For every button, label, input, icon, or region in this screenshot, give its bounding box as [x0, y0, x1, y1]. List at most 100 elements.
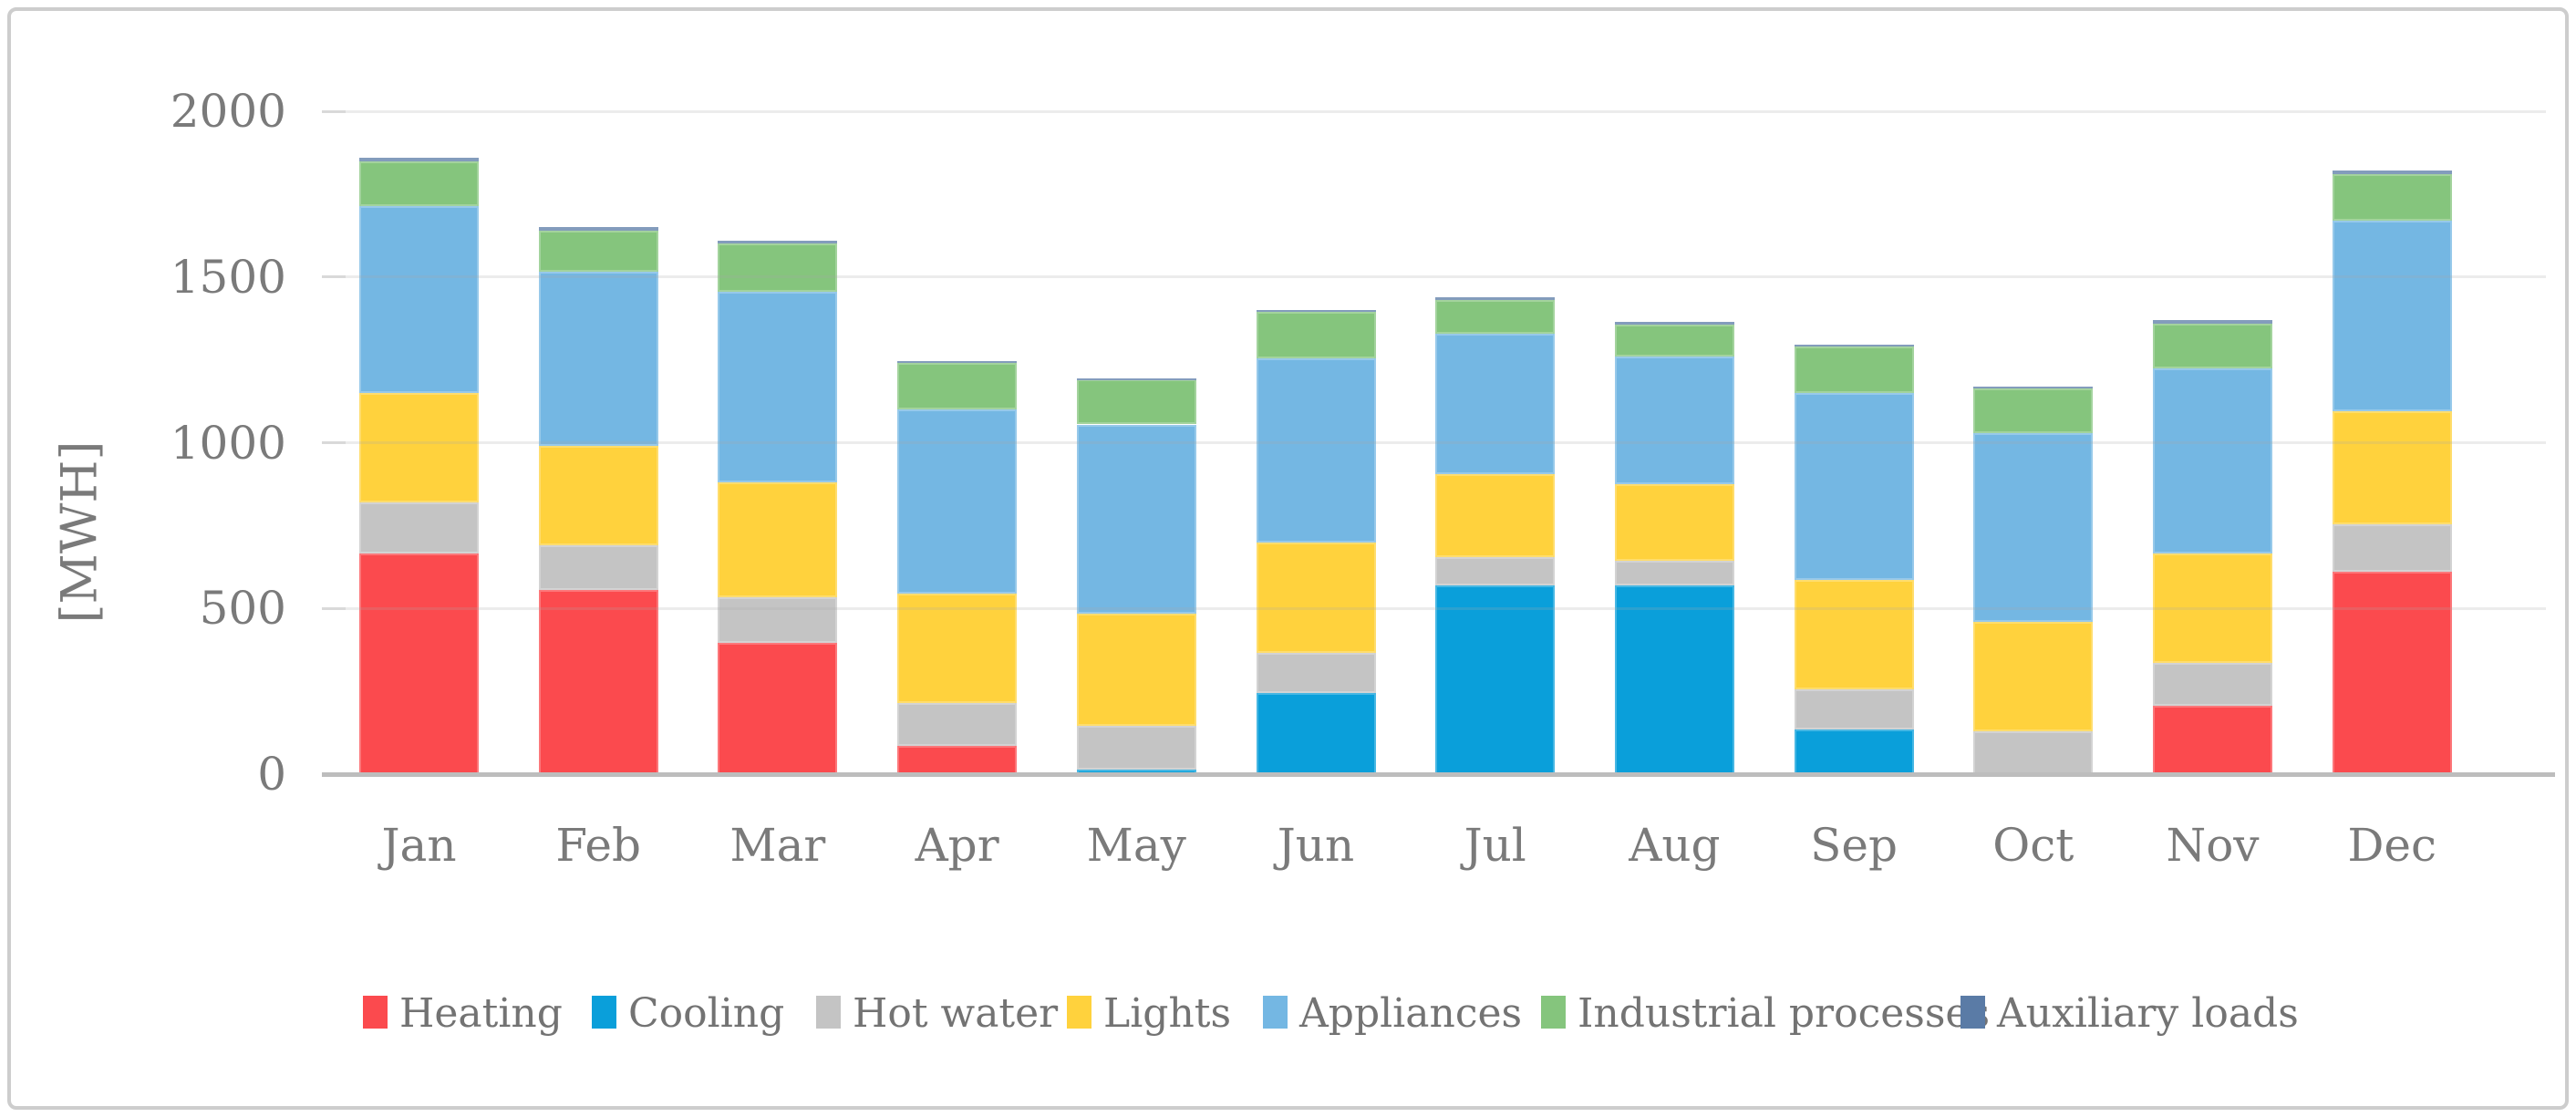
x-tick-label-oct: Oct — [1992, 819, 2074, 872]
bar-segment-aug-lights — [1614, 483, 1734, 561]
bar-segment-jun-hot-water — [1256, 653, 1376, 693]
bar-segment-apr-industrial-processes — [897, 363, 1018, 410]
bar-segment-aug-appliances — [1614, 356, 1734, 484]
bar-segment-sep-industrial-processes — [1794, 346, 1914, 393]
legend-swatch-hot-water — [816, 996, 841, 1029]
bar-segment-jun-industrial-processes — [1256, 311, 1376, 358]
legend-label-hot-water: Hot water — [853, 990, 1059, 1037]
bar-segment-jul-cooling — [1435, 584, 1556, 774]
bar-segment-jul-hot-water — [1435, 556, 1556, 585]
bar-segment-apr-hot-water — [897, 702, 1018, 747]
bar-segment-mar-heating — [718, 643, 838, 774]
legend: Heating Cooling Hot water Lights Appliances I… — [11, 11, 2565, 1106]
bar-segment-may-lights — [1076, 613, 1196, 727]
bar-segment-dec-auxiliary-loads — [2332, 171, 2452, 175]
bar-segment-jan-industrial-processes — [359, 160, 479, 206]
x-tick-label-feb: Feb — [555, 819, 641, 872]
x-tick-label-apr: Apr — [915, 819, 999, 872]
y-tick-label-1500: 1500 — [170, 250, 286, 304]
bar-segment-aug-hot-water — [1614, 560, 1734, 585]
y-tick-label-1000: 1000 — [170, 416, 286, 470]
bar-segment-nov-lights — [2153, 553, 2272, 664]
y-tick-mark-500 — [322, 606, 346, 610]
legend-swatch-lights — [1067, 996, 1091, 1029]
bar-segment-jan-lights — [359, 392, 479, 502]
bar-segment-feb-auxiliary-loads — [538, 227, 658, 231]
x-tick-label-sep: Sep — [1810, 819, 1898, 872]
legend-label-cooling: Cooling — [628, 990, 785, 1037]
bar-segment-jan-appliances — [359, 205, 479, 393]
bar-segment-feb-hot-water — [538, 545, 658, 591]
legend-swatch-appliances — [1263, 996, 1288, 1029]
bar-segment-dec-heating — [2332, 572, 2452, 774]
bar-segment-mar-auxiliary-loads — [718, 240, 838, 244]
legend-swatch-cooling — [592, 996, 616, 1029]
x-tick-label-aug: Aug — [1629, 819, 1721, 872]
bar-segment-oct-auxiliary-loads — [1973, 386, 2094, 388]
bar-segment-jul-auxiliary-loads — [1435, 296, 1556, 301]
bar-segment-apr-auxiliary-loads — [897, 361, 1018, 364]
bar-segment-sep-lights — [1794, 580, 1914, 690]
bar-segment-apr-appliances — [897, 409, 1018, 594]
bar-segment-feb-heating — [538, 590, 658, 774]
x-tick-label-nov: Nov — [2166, 819, 2260, 872]
bar-segment-nov-industrial-processes — [2153, 323, 2272, 368]
bar-segment-apr-heating — [897, 746, 1018, 774]
bar-segment-oct-hot-water — [1973, 730, 2094, 774]
bar-segment-jun-appliances — [1256, 357, 1376, 543]
y-tick-label-500: 500 — [199, 582, 286, 636]
bar-segment-jul-appliances — [1435, 333, 1556, 475]
bar-segment-nov-hot-water — [2153, 663, 2272, 707]
y-tick-mark-1000 — [322, 441, 346, 444]
x-tick-label-jan: Jan — [381, 819, 457, 872]
legend-label-auxiliary-loads: Auxiliary loads — [1997, 990, 2299, 1037]
bar-segment-sep-appliances — [1794, 392, 1914, 581]
bar-segment-sep-auxiliary-loads — [1794, 345, 1914, 347]
gridline-1000 — [344, 441, 2546, 444]
bar-segment-nov-appliances — [2153, 367, 2272, 554]
legend-swatch-heating — [363, 996, 388, 1029]
bar-segment-may-cooling — [1076, 769, 1196, 774]
legend-label-appliances: Appliances — [1299, 990, 1523, 1037]
y-tick-label-2000: 2000 — [170, 85, 286, 138]
bar-segment-jan-auxiliary-loads — [359, 157, 479, 161]
bar-segment-may-hot-water — [1076, 726, 1196, 770]
bar-segment-aug-industrial-processes — [1614, 325, 1734, 357]
bar-segment-jul-lights — [1435, 474, 1556, 557]
bar-segment-dec-hot-water — [2332, 523, 2452, 573]
x-tick-label-may: May — [1086, 819, 1186, 872]
bar-segment-sep-hot-water — [1794, 689, 1914, 729]
bar-segment-feb-lights — [538, 446, 658, 546]
y-tick-mark-1500 — [322, 275, 346, 279]
bar-segment-mar-hot-water — [718, 596, 838, 644]
bar-segment-may-auxiliary-loads — [1076, 378, 1196, 380]
x-axis-line — [322, 772, 2555, 777]
bar-segment-feb-industrial-processes — [538, 230, 658, 273]
bar-segment-may-appliances — [1076, 424, 1196, 614]
gridline-1500 — [344, 275, 2546, 279]
gridline-2000 — [344, 109, 2546, 113]
chart-frame: [MWH] Jan Feb Mar Apr May Jun Jul Aug Sep Oct Nov D… — [7, 7, 2569, 1110]
bar-segment-oct-appliances — [1973, 432, 2094, 622]
bar-segment-sep-cooling — [1794, 729, 1914, 774]
bar-segment-may-industrial-processes — [1076, 379, 1196, 425]
y-tick-mark-2000 — [322, 109, 346, 113]
x-tick-label-jul: Jul — [1464, 819, 1526, 872]
x-tick-label-dec: Dec — [2347, 819, 2437, 872]
bar-segment-dec-appliances — [2332, 220, 2452, 411]
bar-segment-feb-appliances — [538, 272, 658, 447]
bar-segment-oct-industrial-processes — [1973, 388, 2094, 433]
legend-label-lights: Lights — [1103, 990, 1232, 1037]
bar-segment-dec-industrial-processes — [2332, 174, 2452, 221]
y-tick-label-0: 0 — [257, 748, 286, 801]
plot-area: Jan Feb Mar Apr May Jun Jul Aug Sep Oct Nov Dec 0 500… — [11, 11, 2565, 1106]
legend-label-industrial-processes: Industrial processes — [1578, 990, 1991, 1037]
legend-swatch-industrial-processes — [1541, 996, 1566, 1029]
x-tick-label-mar: Mar — [729, 819, 826, 872]
bar-segment-jun-cooling — [1256, 692, 1376, 774]
bar-segment-oct-lights — [1973, 621, 2094, 731]
bar-segment-jun-lights — [1256, 542, 1376, 654]
gridline-500 — [344, 606, 2546, 610]
bar-segment-dec-lights — [2332, 410, 2452, 524]
